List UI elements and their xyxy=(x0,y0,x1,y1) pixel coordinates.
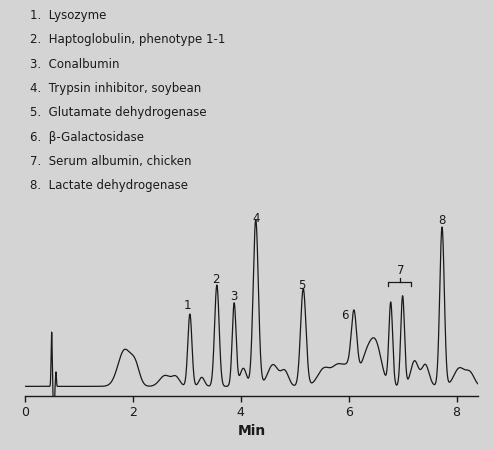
Text: 3: 3 xyxy=(230,290,237,303)
Text: 6: 6 xyxy=(341,309,349,322)
Text: 4: 4 xyxy=(252,212,259,225)
Text: 6.  β-Galactosidase: 6. β-Galactosidase xyxy=(30,130,143,144)
Text: 1: 1 xyxy=(184,299,191,312)
Text: 8.  Lactate dehydrogenase: 8. Lactate dehydrogenase xyxy=(30,179,187,192)
Text: 2.  Haptoglobulin, phenotype 1-1: 2. Haptoglobulin, phenotype 1-1 xyxy=(30,33,225,46)
Text: 7: 7 xyxy=(397,264,405,277)
Text: 5.  Glutamate dehydrogenase: 5. Glutamate dehydrogenase xyxy=(30,106,206,119)
Text: 5: 5 xyxy=(298,279,305,292)
X-axis label: Min: Min xyxy=(237,423,266,437)
Text: 3.  Conalbumin: 3. Conalbumin xyxy=(30,58,119,71)
Text: 8: 8 xyxy=(438,214,446,227)
Text: 2: 2 xyxy=(212,273,220,286)
Text: 1.  Lysozyme: 1. Lysozyme xyxy=(30,9,106,22)
Text: 4.  Trypsin inhibitor, soybean: 4. Trypsin inhibitor, soybean xyxy=(30,82,201,95)
Text: 7.  Serum albumin, chicken: 7. Serum albumin, chicken xyxy=(30,155,191,168)
